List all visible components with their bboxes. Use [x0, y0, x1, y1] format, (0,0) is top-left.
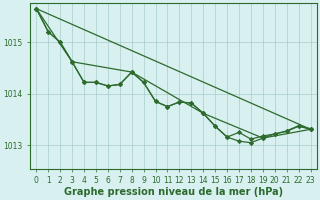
X-axis label: Graphe pression niveau de la mer (hPa): Graphe pression niveau de la mer (hPa) — [64, 187, 283, 197]
